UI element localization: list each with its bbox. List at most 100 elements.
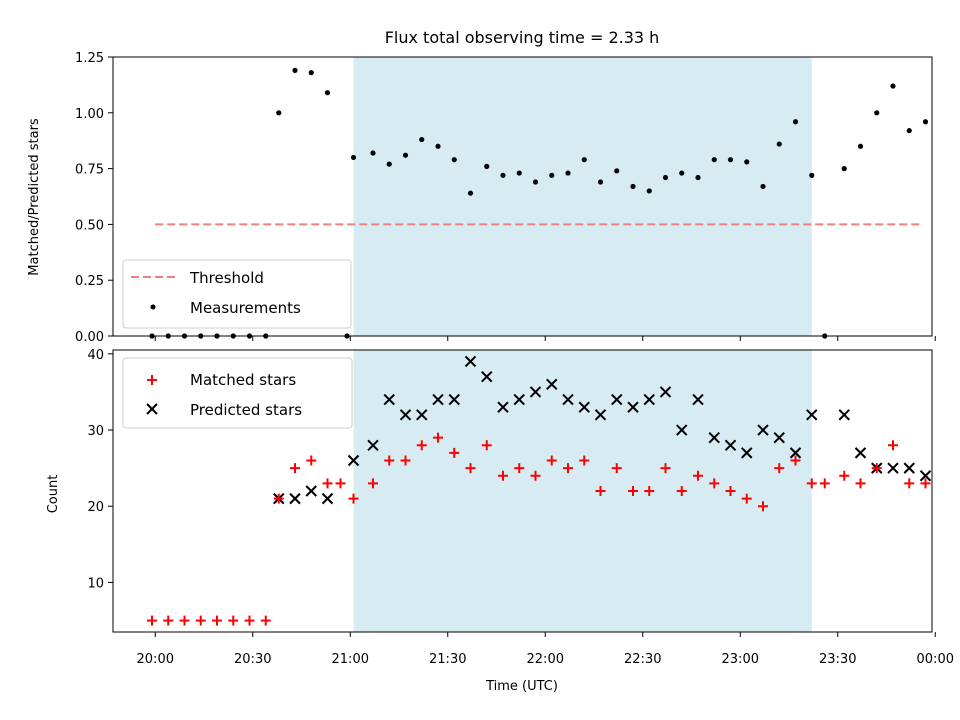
measurement-point <box>679 170 685 176</box>
measurement-point <box>841 166 847 172</box>
matched-point <box>147 615 157 626</box>
measurement-point <box>402 152 409 158</box>
matched-point <box>855 478 866 489</box>
predicted-point <box>432 393 444 406</box>
measurement-point <box>276 110 282 116</box>
matched-point <box>660 463 671 474</box>
predicted-point <box>289 492 301 505</box>
predicted-point <box>578 401 590 413</box>
matched-point <box>563 463 573 474</box>
chart-title: Flux total observing time = 2.33 h <box>385 28 660 47</box>
x-tick-label: 23:00 <box>722 652 759 667</box>
matched-point <box>306 455 317 466</box>
matched-point <box>260 615 271 626</box>
matched-point <box>290 463 300 474</box>
measurement-point <box>386 161 392 167</box>
predicted-point <box>399 409 412 421</box>
matched-point <box>481 440 492 451</box>
measurement-point <box>695 174 701 181</box>
top-shaded-span <box>353 57 812 336</box>
matched-point <box>920 478 931 489</box>
measurement-point <box>532 179 539 185</box>
x-axis-label: Time (UTC) <box>485 679 558 694</box>
predicted-point <box>464 355 477 368</box>
matched-point <box>212 615 222 626</box>
matched-point <box>449 447 460 458</box>
matched-point <box>758 501 768 512</box>
measurement-point <box>581 157 587 163</box>
matched-point <box>579 455 590 466</box>
matched-point <box>348 493 359 504</box>
predicted-point <box>659 386 672 398</box>
measurement-point <box>324 90 331 96</box>
predicted-point <box>741 447 753 459</box>
predicted-point <box>529 386 542 398</box>
top-y-tick-label: 0.25 <box>75 274 104 289</box>
legend-matched-label: Matched stars <box>190 371 296 389</box>
top-axes-frame <box>112 56 933 337</box>
predicted-point <box>611 393 623 406</box>
predicted-point <box>919 470 932 482</box>
predicted-point <box>708 431 720 444</box>
predicted-point <box>757 424 769 436</box>
matched-point <box>530 470 541 481</box>
legend-measurements-label: Measurements <box>190 299 301 317</box>
measurement-point <box>792 119 799 125</box>
matched-point <box>676 486 687 496</box>
matched-point <box>384 455 395 466</box>
measurement-point <box>500 172 506 178</box>
predicted-point <box>854 447 867 459</box>
bottom-axes-frame <box>112 349 933 633</box>
top-y-tick-label: 0.75 <box>75 163 104 178</box>
top-panel: 0.00 0.25 0.50 0.75 1.00 1.25 Flux total obse… <box>27 28 936 345</box>
top-y-ticks: 0.00 0.25 0.50 0.75 1.00 1.25 <box>75 51 113 345</box>
bottom-x-ticks: 20:00 20:30 21:00 21:30 22:00 22:30 23:00 23:30… <box>137 632 954 667</box>
matched-point <box>335 478 346 489</box>
count-points <box>147 355 932 626</box>
matched-point <box>416 440 427 451</box>
predicted-point <box>481 370 493 383</box>
matched-point <box>725 486 736 496</box>
predicted-point <box>903 462 915 474</box>
measurement-point <box>727 157 734 163</box>
predicted-point <box>305 485 317 497</box>
predicted-point <box>347 454 360 467</box>
predicted-point <box>676 424 688 436</box>
matched-point <box>806 478 817 489</box>
bottom-y-tick-label: 10 <box>87 576 104 591</box>
top-legend-box <box>122 259 352 329</box>
matched-point <box>611 463 622 474</box>
bottom-shaded-span <box>353 350 812 632</box>
matched-point <box>693 470 703 481</box>
matched-point <box>322 478 333 489</box>
measurement-point <box>906 128 912 134</box>
matched-point <box>273 493 284 504</box>
predicted-point <box>789 447 802 459</box>
bottom-y-axis-label: Count <box>46 475 61 514</box>
top-y-tick-label: 1.00 <box>75 107 104 122</box>
x-tick-label: 21:30 <box>429 652 466 667</box>
measurement-point <box>922 119 929 125</box>
legend-matched-swatch <box>147 375 157 385</box>
measurement-point <box>549 172 555 178</box>
x-tick-label: 23:30 <box>819 652 856 667</box>
matched-point <box>433 432 443 443</box>
measurement-point <box>308 70 314 76</box>
matched-point <box>465 463 476 474</box>
measurement-point <box>662 174 669 181</box>
matched-point <box>595 486 606 496</box>
predicted-point <box>806 409 818 421</box>
measurement-point <box>467 190 474 196</box>
matched-point <box>514 463 525 474</box>
predicted-point <box>773 431 785 444</box>
matched-point <box>709 478 720 489</box>
measurement-point <box>292 67 298 73</box>
measurement-point <box>597 179 604 185</box>
measurement-point <box>646 188 652 194</box>
measurement-point <box>776 141 782 147</box>
measurement-point <box>744 159 750 165</box>
x-tick-label: 21:00 <box>332 652 369 667</box>
measurement-point <box>809 172 815 178</box>
matched-point <box>179 615 190 626</box>
